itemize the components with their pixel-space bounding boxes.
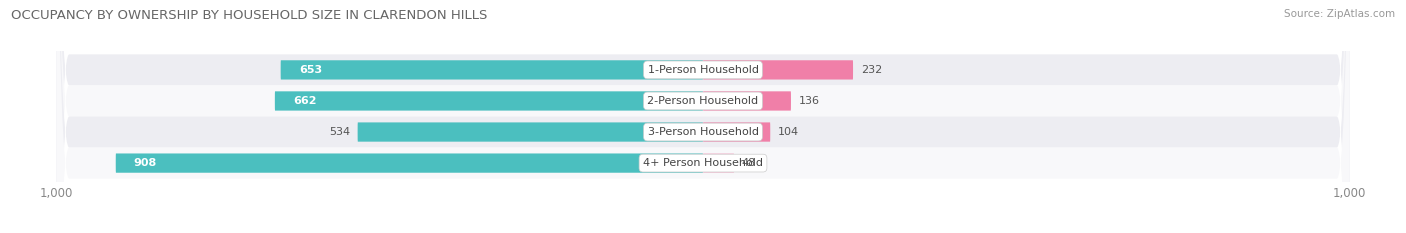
Text: Source: ZipAtlas.com: Source: ZipAtlas.com (1284, 9, 1395, 19)
Text: 653: 653 (298, 65, 322, 75)
FancyBboxPatch shape (281, 60, 703, 79)
FancyBboxPatch shape (703, 122, 770, 142)
FancyBboxPatch shape (115, 154, 703, 173)
Text: 4+ Person Household: 4+ Person Household (643, 158, 763, 168)
Text: 232: 232 (860, 65, 882, 75)
Text: 1-Person Household: 1-Person Household (648, 65, 758, 75)
FancyBboxPatch shape (703, 60, 853, 79)
FancyBboxPatch shape (56, 0, 1350, 233)
FancyBboxPatch shape (56, 0, 1350, 233)
Text: 534: 534 (329, 127, 350, 137)
Text: 3-Person Household: 3-Person Household (648, 127, 758, 137)
Text: OCCUPANCY BY OWNERSHIP BY HOUSEHOLD SIZE IN CLARENDON HILLS: OCCUPANCY BY OWNERSHIP BY HOUSEHOLD SIZE… (11, 9, 488, 22)
FancyBboxPatch shape (703, 154, 734, 173)
Text: 136: 136 (799, 96, 820, 106)
Text: 908: 908 (134, 158, 157, 168)
Text: 48: 48 (742, 158, 756, 168)
FancyBboxPatch shape (357, 122, 703, 142)
Text: 662: 662 (292, 96, 316, 106)
Text: 104: 104 (778, 127, 799, 137)
FancyBboxPatch shape (56, 0, 1350, 233)
FancyBboxPatch shape (703, 91, 792, 111)
FancyBboxPatch shape (274, 91, 703, 111)
FancyBboxPatch shape (56, 0, 1350, 233)
Text: 2-Person Household: 2-Person Household (647, 96, 759, 106)
